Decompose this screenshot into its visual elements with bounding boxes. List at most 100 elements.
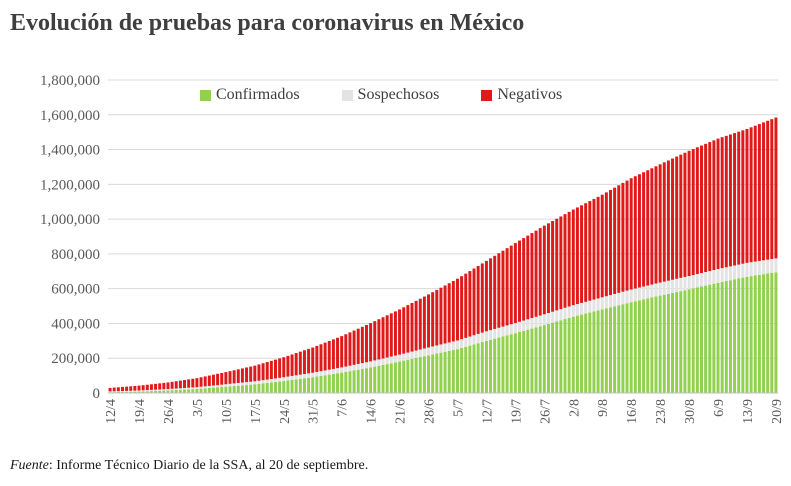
x-tick-label: 16/8 (625, 399, 640, 424)
bar-sospechosos (447, 342, 451, 351)
bar-confirmados (253, 384, 257, 393)
bar-sospechosos (435, 345, 439, 354)
bar-sospechosos (551, 311, 555, 323)
bar-confirmados (493, 338, 497, 393)
bar-negativos (468, 271, 472, 337)
x-tick-label: 10/5 (220, 399, 235, 424)
bar-confirmados (435, 353, 439, 393)
bar-negativos (145, 384, 149, 391)
bar-sospechosos (340, 367, 344, 373)
bar-negativos (137, 385, 141, 391)
x-tick-label: 21/6 (394, 399, 409, 424)
bar-negativos (716, 138, 720, 270)
bar-confirmados (683, 290, 687, 393)
bar-sospechosos (451, 341, 455, 351)
bar-negativos (216, 373, 220, 386)
bar-sospechosos (265, 379, 269, 383)
bar-sospechosos (476, 333, 480, 344)
bar-sospechosos (592, 299, 596, 312)
x-tick-label: 26/7 (538, 399, 553, 424)
bar-negativos (596, 196, 600, 299)
bar-negativos (282, 357, 286, 378)
bar-sospechosos (108, 391, 112, 393)
bar-negativos (476, 265, 480, 334)
bar-confirmados (385, 364, 389, 393)
bar-sospechosos (393, 355, 397, 363)
bar-negativos (621, 182, 625, 292)
bar-confirmados (149, 391, 153, 393)
bar-negativos (575, 207, 579, 305)
bar-confirmados (770, 272, 774, 393)
bar-sospechosos (675, 278, 679, 293)
bar-negativos (737, 131, 741, 265)
bar-sospechosos (617, 292, 621, 306)
bar-sospechosos (158, 389, 162, 391)
legend-swatch-negativos (481, 89, 493, 101)
legend-item-negativos: Negativos (481, 86, 562, 104)
bar-negativos (522, 238, 526, 321)
bar-negativos (129, 386, 133, 391)
bar-sospechosos (133, 390, 137, 392)
bar-sospechosos (286, 376, 290, 381)
chart-title: Evolución de pruebas para coronavirus en… (10, 10, 525, 36)
bar-confirmados (513, 333, 517, 393)
bar-confirmados (526, 329, 530, 393)
bar-sospechosos (125, 390, 129, 392)
x-tick-label: 24/5 (278, 399, 293, 424)
bar-sospechosos (298, 374, 302, 379)
bar-negativos (141, 385, 145, 391)
bar-confirmados (662, 294, 666, 393)
bar-confirmados (154, 390, 158, 393)
bar-sospechosos (443, 343, 447, 352)
bar-sospechosos (385, 357, 389, 365)
bar-confirmados (311, 377, 315, 393)
bar-sospechosos (658, 282, 662, 296)
y-tick-label: 0 (93, 386, 101, 402)
bar-confirmados (580, 314, 584, 393)
bar-negativos (588, 201, 592, 301)
bar-confirmados (555, 321, 559, 393)
bar-negativos (402, 307, 406, 354)
bar-sospechosos (278, 377, 282, 382)
bar-sospechosos (745, 262, 749, 277)
bar-negativos (265, 362, 269, 380)
bar-negativos (637, 174, 641, 288)
bar-confirmados (340, 372, 344, 393)
bar-confirmados (398, 361, 402, 393)
bar-confirmados (373, 366, 377, 393)
bar-confirmados (439, 352, 443, 393)
bar-sospechosos (563, 307, 567, 320)
bar-negativos (381, 317, 385, 359)
y-tick-label: 1,600,000 (40, 108, 100, 124)
bar-confirmados (704, 285, 708, 393)
bar-negativos (249, 366, 253, 382)
bar-sospechosos (112, 391, 116, 393)
bar-confirmados (170, 390, 174, 393)
bar-confirmados (637, 300, 641, 393)
x-tick-label: 12/4 (104, 399, 119, 424)
bar-negativos (356, 328, 360, 364)
bar-negativos (443, 285, 447, 344)
bar-negativos (389, 313, 393, 357)
bar-sospechosos (580, 302, 584, 315)
bar-negativos (563, 214, 567, 308)
bar-sospechosos (637, 287, 641, 301)
bar-confirmados (356, 369, 360, 393)
bar-confirmados (757, 274, 761, 393)
bar-negativos (724, 135, 728, 268)
bar-negativos (315, 345, 319, 372)
x-tick-label: 2/8 (567, 399, 582, 417)
bar-negativos (546, 223, 550, 314)
bar-confirmados (336, 373, 340, 393)
bar-sospechosos (344, 366, 348, 372)
bar-sospechosos (236, 382, 240, 386)
bar-negativos (298, 351, 302, 375)
bar-negativos (666, 160, 670, 281)
bar-negativos (323, 342, 327, 371)
bar-negativos (646, 170, 650, 286)
bar-confirmados (422, 356, 426, 393)
legend-label-negativos: Negativos (497, 86, 563, 103)
bar-sospechosos (178, 388, 182, 390)
bar-confirmados (427, 355, 431, 393)
bar-negativos (559, 216, 563, 310)
